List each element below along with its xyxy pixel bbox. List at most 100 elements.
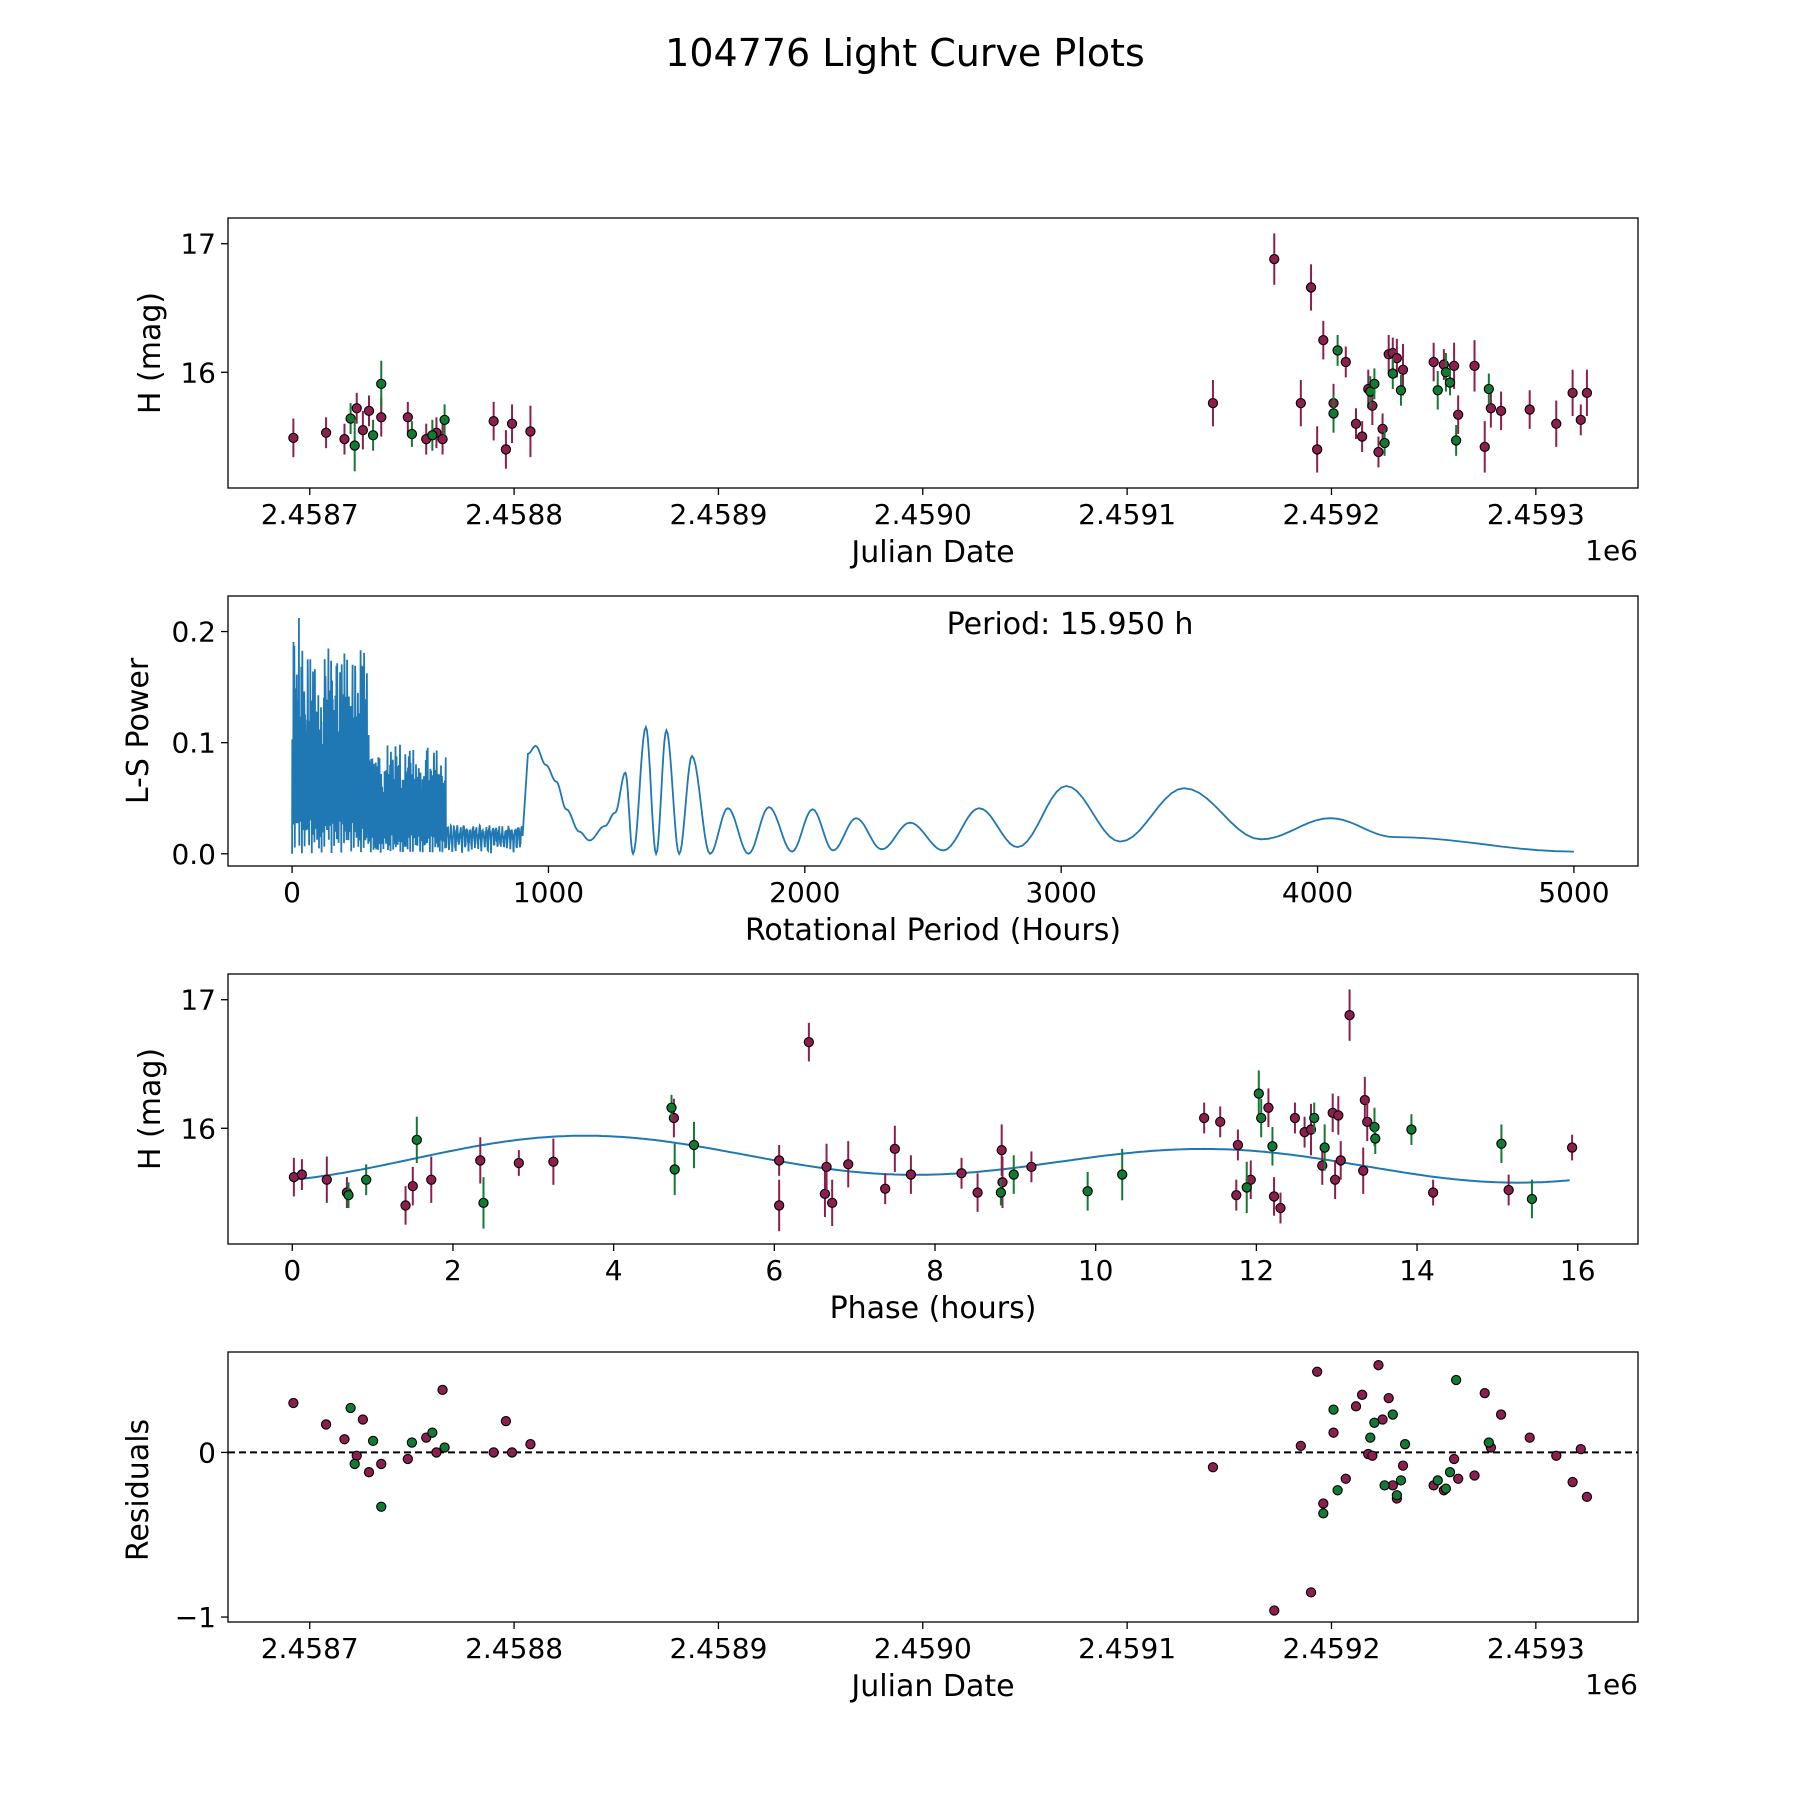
residuals-point <box>349 1458 360 1470</box>
residuals-offset-label: 1e6 <box>1585 1668 1638 1701</box>
phased-light-curve-xtick-label: 8 <box>926 1254 944 1287</box>
periodogram-xtick-label: 4000 <box>1282 876 1353 909</box>
raw-light-curve-xtick-label: 2.4593 <box>1487 498 1585 531</box>
raw-light-curve-point <box>1444 377 1456 388</box>
raw-light-curve-point <box>1332 345 1343 356</box>
raw-light-curve-point <box>437 433 448 445</box>
raw-light-curve-point <box>351 403 362 414</box>
phased-light-curve-point <box>1215 1116 1226 1128</box>
residuals-point <box>1318 1508 1329 1519</box>
residuals-point <box>1432 1475 1443 1486</box>
phased-light-curve-point <box>803 1036 815 1048</box>
phased-light-curve-point <box>1319 1142 1330 1153</box>
raw-light-curve-point <box>1367 400 1378 411</box>
phased-light-curve-point <box>995 1187 1007 1198</box>
raw-light-curve-point <box>1581 387 1593 399</box>
raw-light-curve-point <box>406 428 418 440</box>
raw-light-curve-xtick-label: 2.4587 <box>261 498 359 531</box>
residuals-point <box>500 1415 512 1427</box>
residuals-point <box>376 1458 387 1470</box>
raw-light-curve-point <box>1377 423 1388 435</box>
residuals-point <box>1397 1460 1409 1471</box>
raw-light-curve-point <box>1387 368 1398 379</box>
residuals-xtick-label: 2.4588 <box>465 1632 563 1665</box>
phased-light-curve-point <box>478 1197 489 1209</box>
phased-light-curve-point <box>426 1174 437 1185</box>
residuals-point <box>1295 1440 1306 1451</box>
residuals-ytick-label: 0 <box>198 1436 216 1469</box>
phased-light-curve-point <box>1289 1112 1301 1124</box>
residuals-point <box>357 1414 369 1425</box>
residuals-point <box>437 1384 448 1396</box>
phased-light-curve-ylabel: H (mag) <box>133 1048 168 1170</box>
residuals-point <box>1395 1475 1407 1486</box>
phased-light-curve-frame <box>227 973 1639 1245</box>
residuals-point <box>1312 1366 1323 1377</box>
phased-light-curve-ytick-label: 16 <box>180 1112 216 1145</box>
raw-light-curve-point <box>1340 356 1351 368</box>
phased-light-curve-ytick-label: 17 <box>180 984 216 1017</box>
periodogram-xtick-label: 0 <box>283 876 301 909</box>
phased-light-curve-point <box>400 1200 411 1211</box>
phased-light-curve-xtick-label: 6 <box>765 1254 783 1287</box>
raw-light-curve-point <box>1450 435 1462 446</box>
residuals-point <box>1350 1401 1362 1412</box>
phased-light-curve-point <box>1335 1155 1346 1166</box>
raw-light-curve-point <box>1397 364 1409 375</box>
phased-light-curve-point <box>1026 1161 1037 1173</box>
phased-light-curve-point <box>296 1169 308 1180</box>
raw-light-curve-ytick-label: 17 <box>180 228 216 261</box>
raw-light-curve-point <box>1305 282 1317 293</box>
residuals-point <box>1391 1490 1403 1501</box>
residuals-point <box>488 1447 499 1458</box>
raw-light-curve-frame <box>227 217 1639 489</box>
raw-light-curve-point <box>439 414 450 426</box>
raw-light-curve-point <box>1453 409 1464 420</box>
residuals-xtick-label: 2.4587 <box>261 1632 359 1665</box>
raw-light-curve-xtick-label: 2.4591 <box>1078 498 1176 531</box>
periodogram-xlabel: Rotational Period (Hours) <box>745 913 1121 948</box>
raw-light-curve-point <box>376 412 387 423</box>
raw-light-curve-point <box>1379 437 1390 449</box>
raw-light-curve-point <box>1448 360 1460 372</box>
phased-light-curve-point <box>411 1134 422 1146</box>
residuals-point <box>1448 1453 1460 1465</box>
phased-light-curve-point <box>1566 1142 1578 1153</box>
phased-light-curve-point <box>1268 1191 1280 1202</box>
residuals-xtick-label: 2.4591 <box>1078 1632 1176 1665</box>
residuals-point <box>1369 1417 1380 1428</box>
residuals-xlabel: Julian Date <box>849 1669 1014 1704</box>
raw-light-curve-point <box>1350 418 1362 429</box>
phased-light-curve-point <box>321 1174 332 1185</box>
phased-light-curve-point <box>1241 1182 1252 1193</box>
raw-light-curve-xtick-label: 2.4589 <box>669 498 767 531</box>
residuals-point <box>1440 1483 1452 1494</box>
residuals-point <box>339 1434 350 1445</box>
phased-light-curve-point <box>1008 1169 1019 1180</box>
raw-light-curve-point <box>1373 446 1384 458</box>
residuals-point <box>439 1442 450 1453</box>
residuals-point <box>1332 1485 1343 1496</box>
raw-light-curve-ytick-label: 16 <box>180 356 216 389</box>
phased-light-curve-ticks: 0 2 4 6 8 10 12 14 16 16 17 <box>180 984 1595 1287</box>
phased-light-curve-point <box>1263 1102 1274 1113</box>
residuals-point <box>363 1467 375 1478</box>
periodogram-marks <box>291 617 1574 857</box>
phased-light-curve-point <box>669 1164 680 1175</box>
periodogram-ylabel: L-S Power <box>121 657 156 804</box>
residuals-point <box>1469 1470 1480 1481</box>
residuals-point <box>402 1453 413 1465</box>
phased-light-curve-point <box>996 1144 1007 1156</box>
periodogram-xtick-label: 3000 <box>1026 876 1097 909</box>
residuals-point <box>1367 1450 1378 1461</box>
residuals-panel: 2.4587 2.4588 2.4589 2.4590 2.4591 2.4592 2.45… <box>121 1351 1639 1704</box>
residuals-point <box>1524 1432 1535 1443</box>
residuals-ylabel: Residuals <box>121 1419 156 1561</box>
phased-light-curve-point <box>1406 1124 1417 1135</box>
raw-light-curve-point <box>500 444 512 455</box>
raw-light-curve-point <box>1356 431 1368 442</box>
residuals-point <box>525 1439 536 1450</box>
raw-light-curve-point <box>1495 405 1507 417</box>
phased-light-curve-xtick-label: 10 <box>1078 1254 1114 1287</box>
phased-model-curve <box>292 1134 1570 1184</box>
